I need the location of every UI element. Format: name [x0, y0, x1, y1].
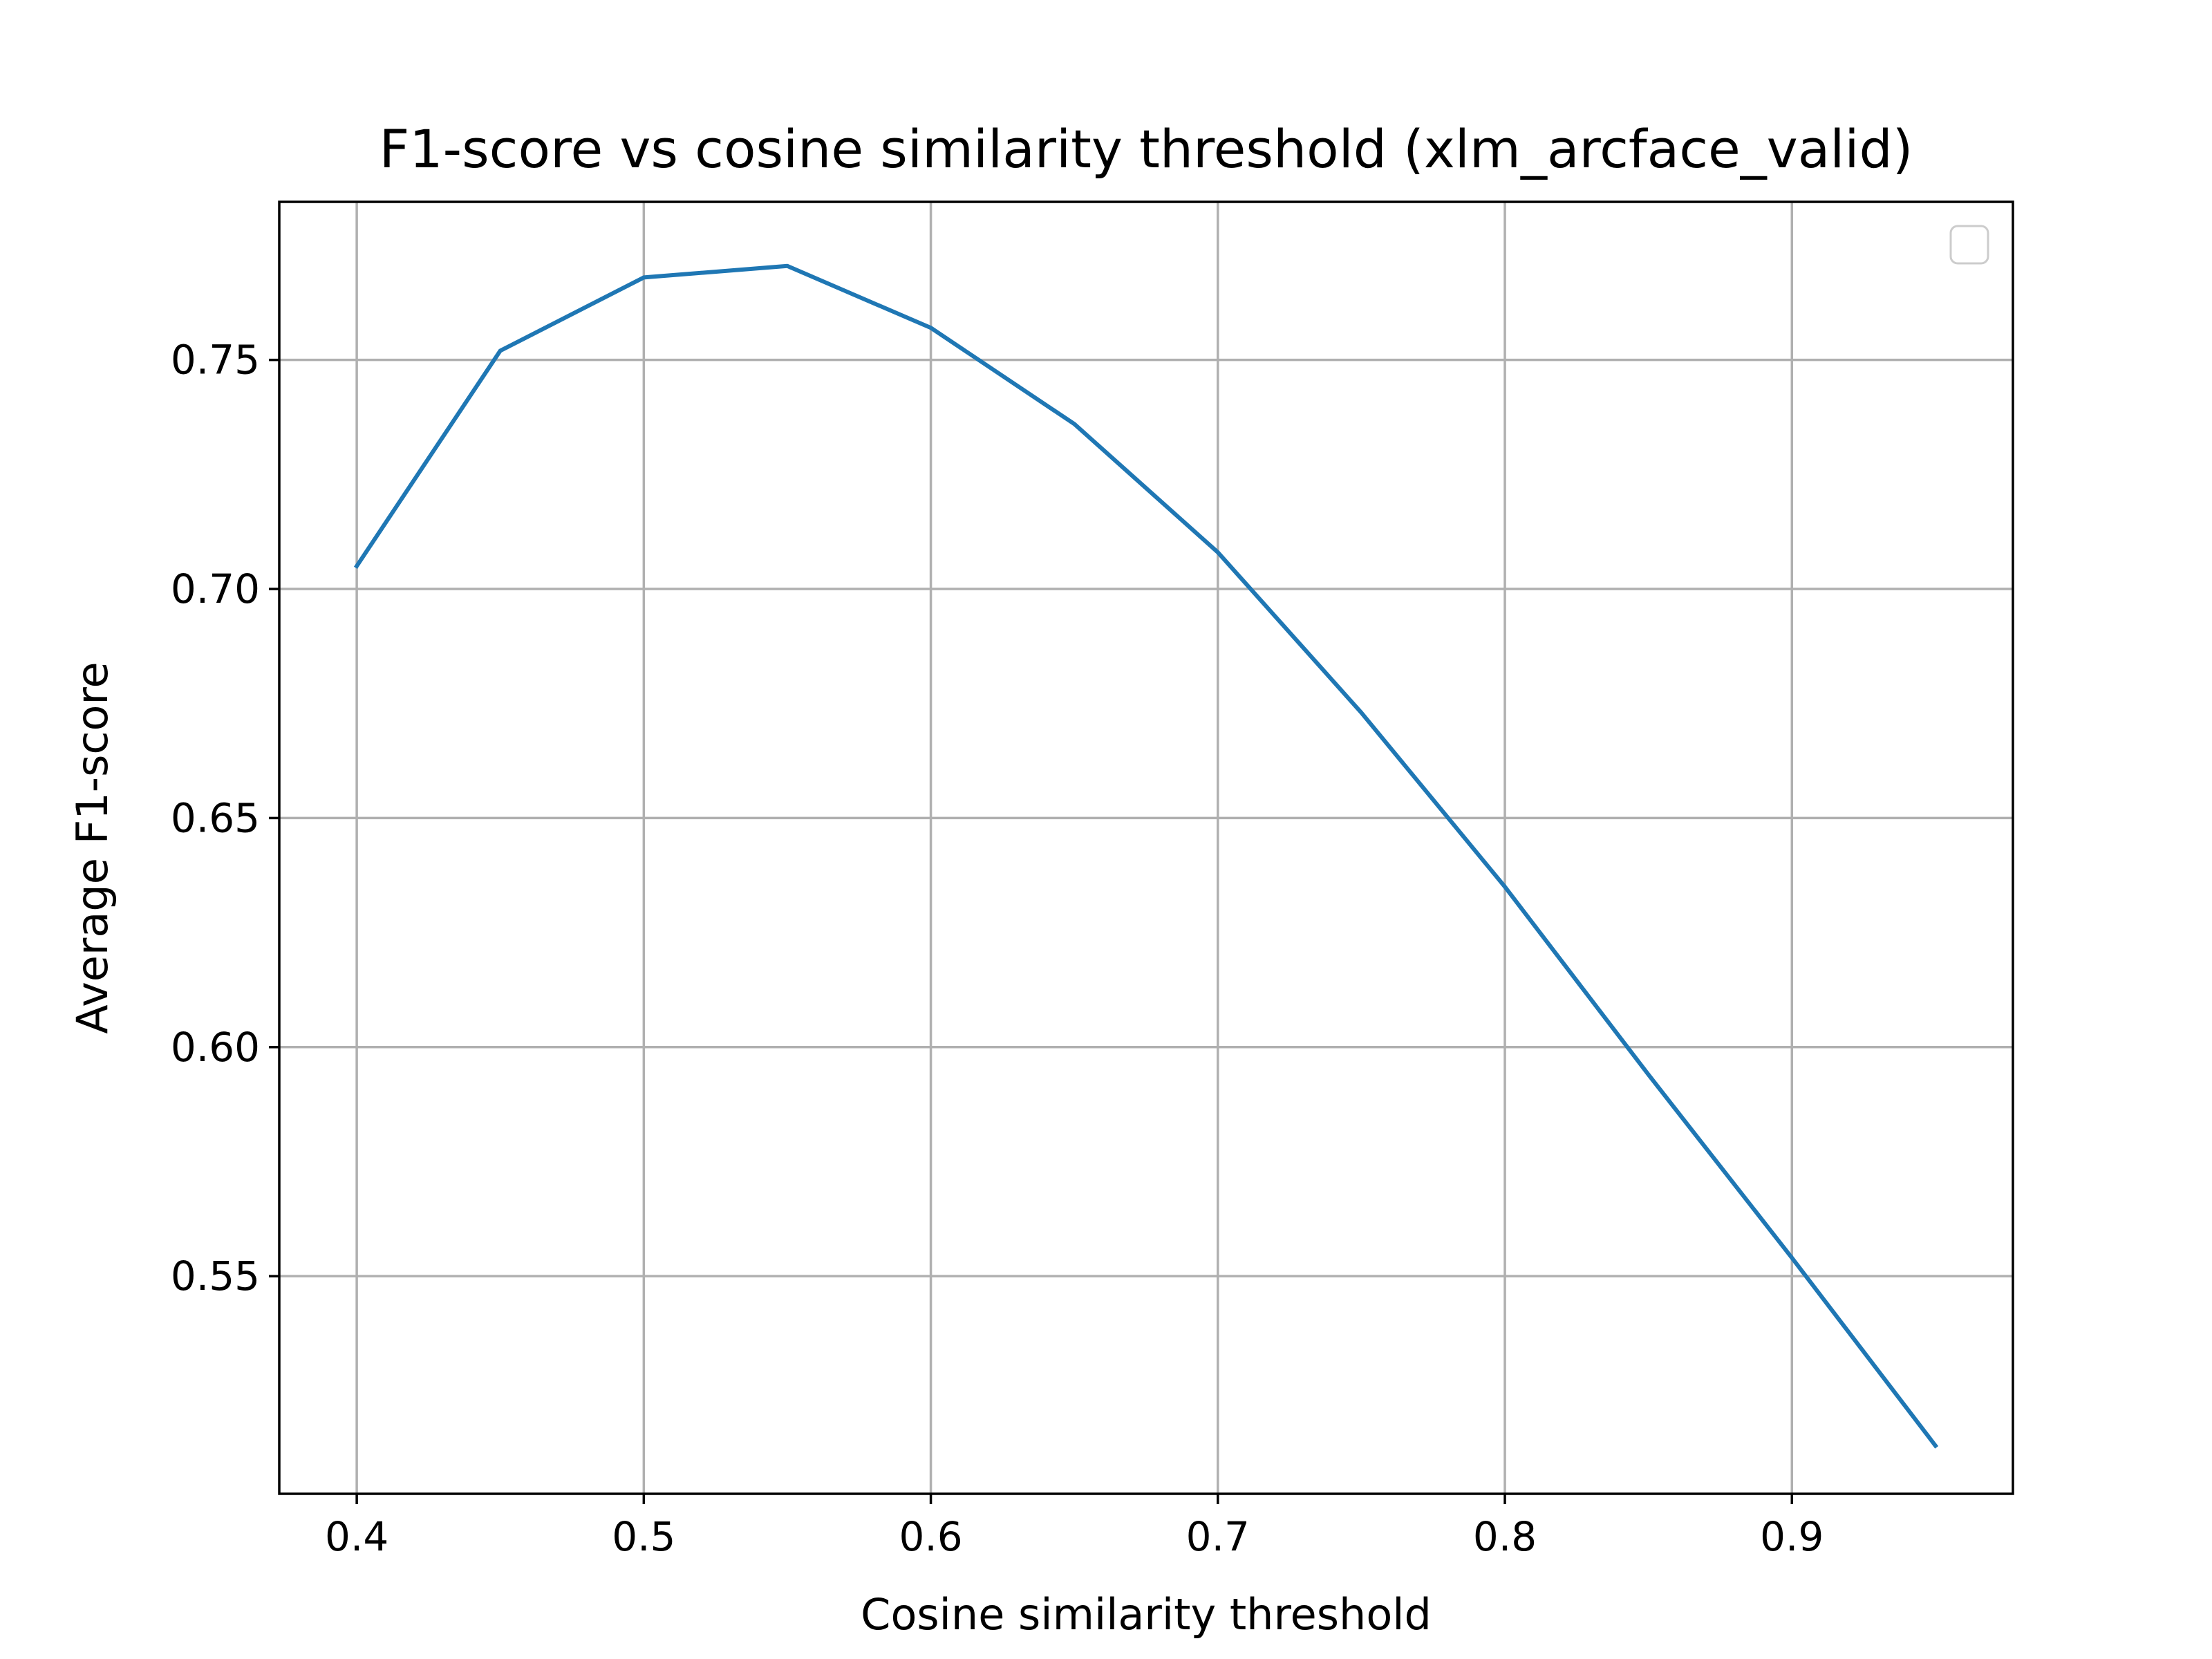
plot-frame	[278, 200, 2014, 1495]
legend-box	[1949, 225, 1989, 265]
x-tick-label: 0.9	[1760, 1513, 1824, 1560]
y-axis-label: Average F1-score	[67, 662, 118, 1033]
y-tick-label: 0.65	[171, 794, 260, 841]
series-layer	[353, 263, 1939, 1449]
x-tick-label: 0.7	[1186, 1513, 1250, 1560]
y-tick-label: 0.75	[171, 337, 260, 384]
y-tick-label: 0.70	[171, 565, 260, 612]
axis-ticks: 0.4 0.5 0.6 0.7 0.8 0.9 0.55 0.60 0.65 0.70 0.75	[171, 337, 1824, 1560]
x-tick-label: 0.5	[612, 1513, 675, 1560]
x-tick-label: 0.4	[325, 1513, 388, 1560]
chart-title: F1-score vs cosine similarity threshold …	[379, 118, 1913, 180]
grid-lines	[279, 202, 2013, 1494]
y-tick-label: 0.60	[171, 1024, 260, 1071]
series-line	[353, 263, 1939, 1449]
y-tick-label: 0.55	[171, 1253, 260, 1300]
x-tick-label: 0.8	[1473, 1513, 1537, 1560]
x-axis-label: Cosine similarity threshold	[861, 1589, 1432, 1640]
x-tick-label: 0.6	[899, 1513, 962, 1560]
